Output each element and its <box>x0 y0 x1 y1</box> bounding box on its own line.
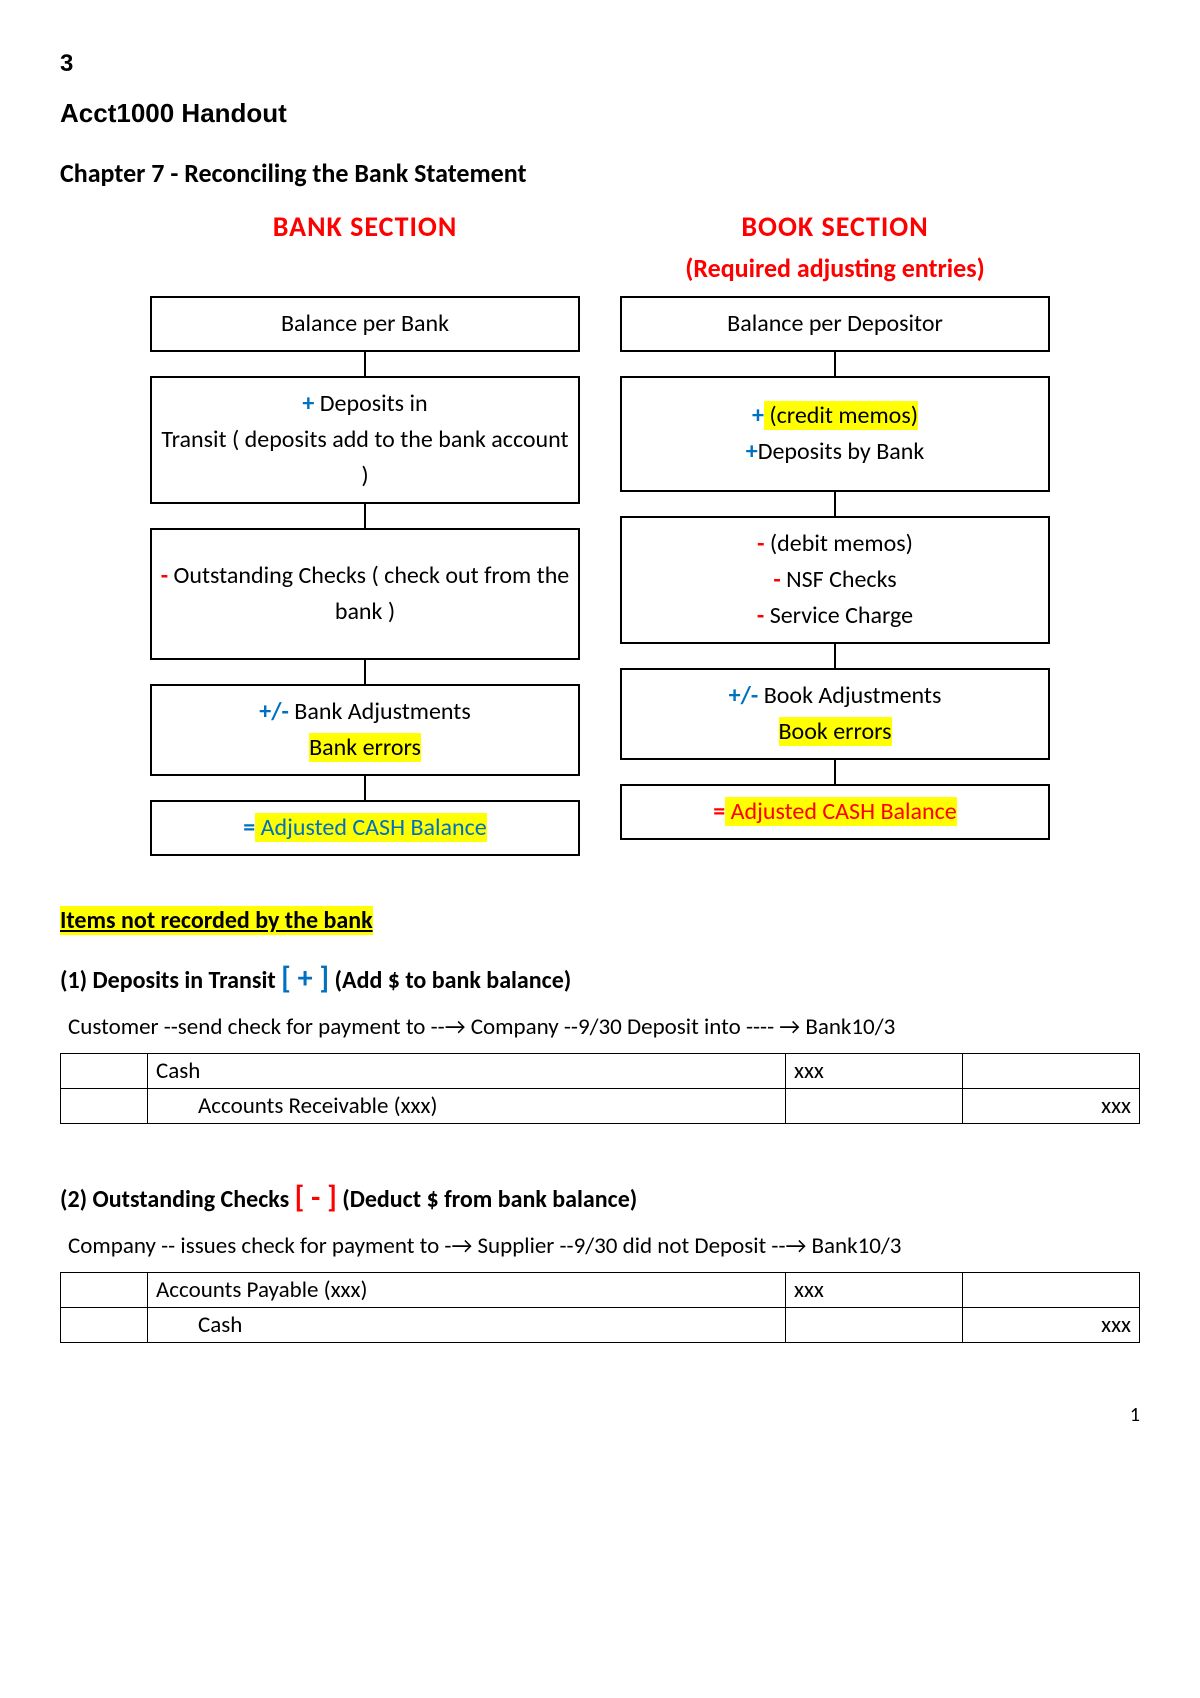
je-account: Accounts Payable (xxx) <box>148 1273 786 1308</box>
connector <box>834 644 836 668</box>
plus-sign: + <box>302 389 314 418</box>
item2-title: (2) Outstanding Checks [ - ] (Deduct $ f… <box>60 1179 1140 1216</box>
items-not-recorded-header: Items not recorded by the bank <box>60 906 1140 935</box>
table-row: Accounts Receivable (xxx) xxx <box>61 1089 1140 1124</box>
book-column: BOOK SECTION (Required adjusting entries… <box>620 209 1050 856</box>
book-result-text: Adjusted CASH Balance <box>725 797 957 826</box>
chapter-title: Chapter 7 - Reconciling the Bank Stateme… <box>60 157 1140 189</box>
bank-add-line2: Transit ( deposits add to the bank accou… <box>161 425 568 490</box>
book-section-heading: BOOK SECTION <box>741 209 928 244</box>
connector <box>834 352 836 376</box>
item2-title-post: (Deduct $ from bank balance) <box>337 1185 637 1214</box>
book-sub-text1: (debit memos) <box>764 529 912 558</box>
je-credit: xxx <box>963 1089 1140 1124</box>
items-header-text: Items not recorded by the bank <box>60 906 373 935</box>
item2-journal-entry: Accounts Payable (xxx) xxx Cash xxx <box>60 1272 1140 1343</box>
je-account: Cash <box>148 1054 786 1089</box>
table-row: Cash xxx <box>61 1054 1140 1089</box>
plus-sign: + <box>746 437 758 466</box>
minus-sign: - <box>161 561 168 590</box>
connector <box>364 352 366 376</box>
plusminus-sign: +/- <box>259 697 289 726</box>
item1-flow: Customer --send check for payment to --→… <box>68 1013 1140 1041</box>
bank-section-heading: BANK SECTION <box>273 209 458 244</box>
course-title: Acct1000 Handout <box>60 98 1140 129</box>
book-sub-box: - (debit memos) - NSF Checks - Service C… <box>620 516 1050 644</box>
item1-journal-entry: Cash xxx Accounts Receivable (xxx) xxx <box>60 1053 1140 1124</box>
item1-title-post: (Add $ to bank balance) <box>329 966 571 995</box>
je-debit: xxx <box>786 1273 963 1308</box>
bank-column: BANK SECTION . Balance per Bank + Deposi… <box>150 209 580 856</box>
connector <box>364 504 366 528</box>
equals-sign: = <box>713 797 725 826</box>
connector <box>364 660 366 684</box>
bank-adj-box: +/- Bank Adjustments Bank errors <box>150 684 580 776</box>
table-row: Cash xxx <box>61 1308 1140 1343</box>
bracket-minus-icon: [ - ] <box>295 1179 337 1216</box>
item1-title: (1) Deposits in Transit [ + ] (Add $ to … <box>60 960 1140 997</box>
bank-add-line1: Deposits in <box>314 389 427 418</box>
bank-sub-text: Outstanding Checks ( check out from the … <box>168 561 569 626</box>
book-errors-hl: Book errors <box>779 717 892 746</box>
credit-memos-hl: (credit memos) <box>764 401 918 430</box>
item2-flow: Company -- issues check for payment to -… <box>68 1232 1140 1260</box>
bank-result-box: = Adjusted CASH Balance <box>150 800 580 856</box>
je-credit: xxx <box>963 1308 1140 1343</box>
equals-sign: = <box>243 813 255 842</box>
table-row: Accounts Payable (xxx) xxx <box>61 1273 1140 1308</box>
bank-start-box: Balance per Bank <box>150 296 580 352</box>
bank-result-text: Adjusted CASH Balance <box>255 813 487 842</box>
footer-page-number: 1 <box>60 1403 1140 1427</box>
je-debit: xxx <box>786 1054 963 1089</box>
minus-sign: - <box>773 565 780 594</box>
book-adj-box: +/- Book Adjustments Book errors <box>620 668 1050 760</box>
plus-sign: + <box>752 401 764 430</box>
connector <box>834 492 836 516</box>
je-account: Cash <box>148 1308 786 1343</box>
connector <box>834 760 836 784</box>
bank-errors-hl: Bank errors <box>309 733 421 762</box>
plusminus-sign: +/- <box>729 681 759 710</box>
book-sub-text3: Service Charge <box>764 601 913 630</box>
item2-title-pre: (2) Outstanding Checks <box>60 1185 295 1214</box>
item1-title-pre: (1) Deposits in Transit <box>60 966 281 995</box>
book-adj-text: Book Adjustments <box>758 681 941 710</box>
bank-add-box: + Deposits in Transit ( deposits add to … <box>150 376 580 504</box>
page-number-top: 3 <box>60 50 1140 78</box>
book-sub-text2: NSF Checks <box>781 565 897 594</box>
book-subnote: (Required adjusting entries) <box>685 252 984 286</box>
bracket-plus-icon: [ + ] <box>281 960 329 997</box>
connector <box>364 776 366 800</box>
bank-adj-text: Bank Adjustments <box>289 697 471 726</box>
book-add-line2: Deposits by Bank <box>758 437 925 466</box>
book-result-box: = Adjusted CASH Balance <box>620 784 1050 840</box>
je-account: Accounts Receivable (xxx) <box>148 1089 786 1124</box>
bank-sub-box: - Outstanding Checks ( check out from th… <box>150 528 580 660</box>
book-add-box: + (credit memos) +Deposits by Bank <box>620 376 1050 492</box>
book-start-box: Balance per Depositor <box>620 296 1050 352</box>
reconciliation-diagram: BANK SECTION . Balance per Bank + Deposi… <box>60 209 1140 856</box>
